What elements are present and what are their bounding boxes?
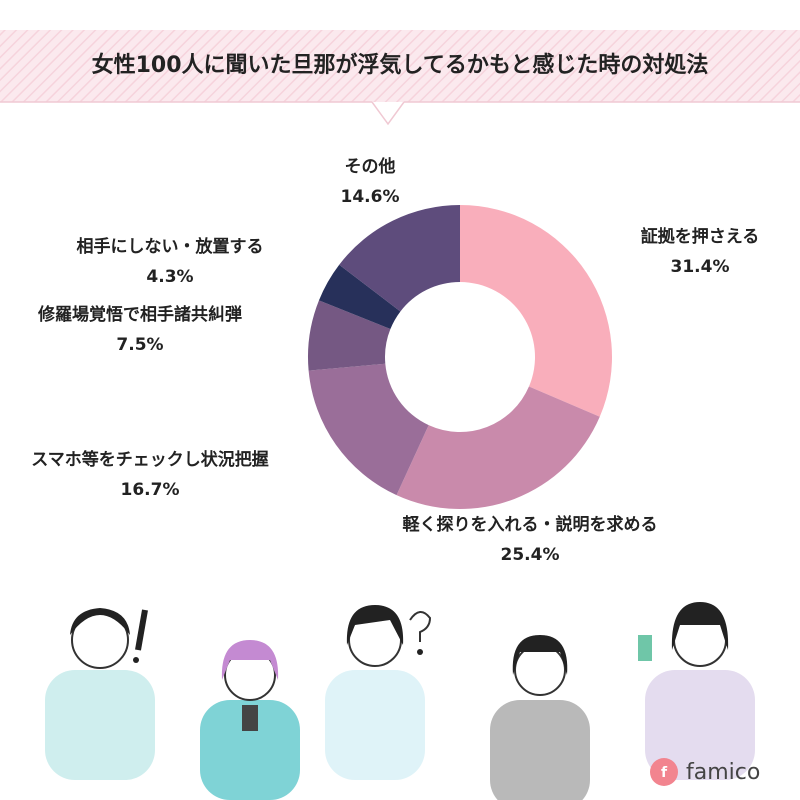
illustration (325, 605, 432, 780)
slice (460, 205, 612, 417)
slice-label: 軽く探りを入れる・説明を求める (403, 514, 658, 535)
slice-value-label: 31.4% (671, 257, 730, 277)
illustration (200, 640, 300, 800)
slice-value-label: 4.3% (146, 267, 193, 287)
illustration (490, 635, 590, 800)
slice-value-label: 7.5% (116, 335, 163, 355)
chart-title: 女性100人に聞いた旦那が浮気してるかもと感じた時の対処法 (92, 52, 709, 78)
donut (308, 205, 612, 510)
slice-label: 相手にしない・放置する (77, 236, 264, 257)
brand-logo-mark: f (661, 765, 668, 781)
illustration (45, 608, 155, 780)
slice (318, 264, 401, 330)
brand-logo (650, 758, 678, 786)
illustrations (45, 602, 755, 800)
slice (396, 386, 600, 510)
slice-label: 修羅場覚悟で相手諸共糾弾 (37, 304, 242, 325)
slice-value-label: 16.7% (121, 480, 180, 500)
slice-label: 証拠を押さえる (641, 226, 760, 247)
slice-label: その他 (345, 156, 396, 177)
slice-value-label: 14.6% (341, 187, 400, 207)
slice (308, 300, 391, 371)
slice-label: スマホ等をチェックし状況把握 (31, 449, 269, 470)
title-banner (0, 30, 800, 102)
slice (339, 205, 460, 312)
slice (308, 363, 429, 496)
banner-pointer (371, 101, 405, 126)
brand-name: famico (686, 760, 760, 785)
slice-value-label: 25.4% (501, 545, 560, 565)
illustration (638, 602, 755, 780)
